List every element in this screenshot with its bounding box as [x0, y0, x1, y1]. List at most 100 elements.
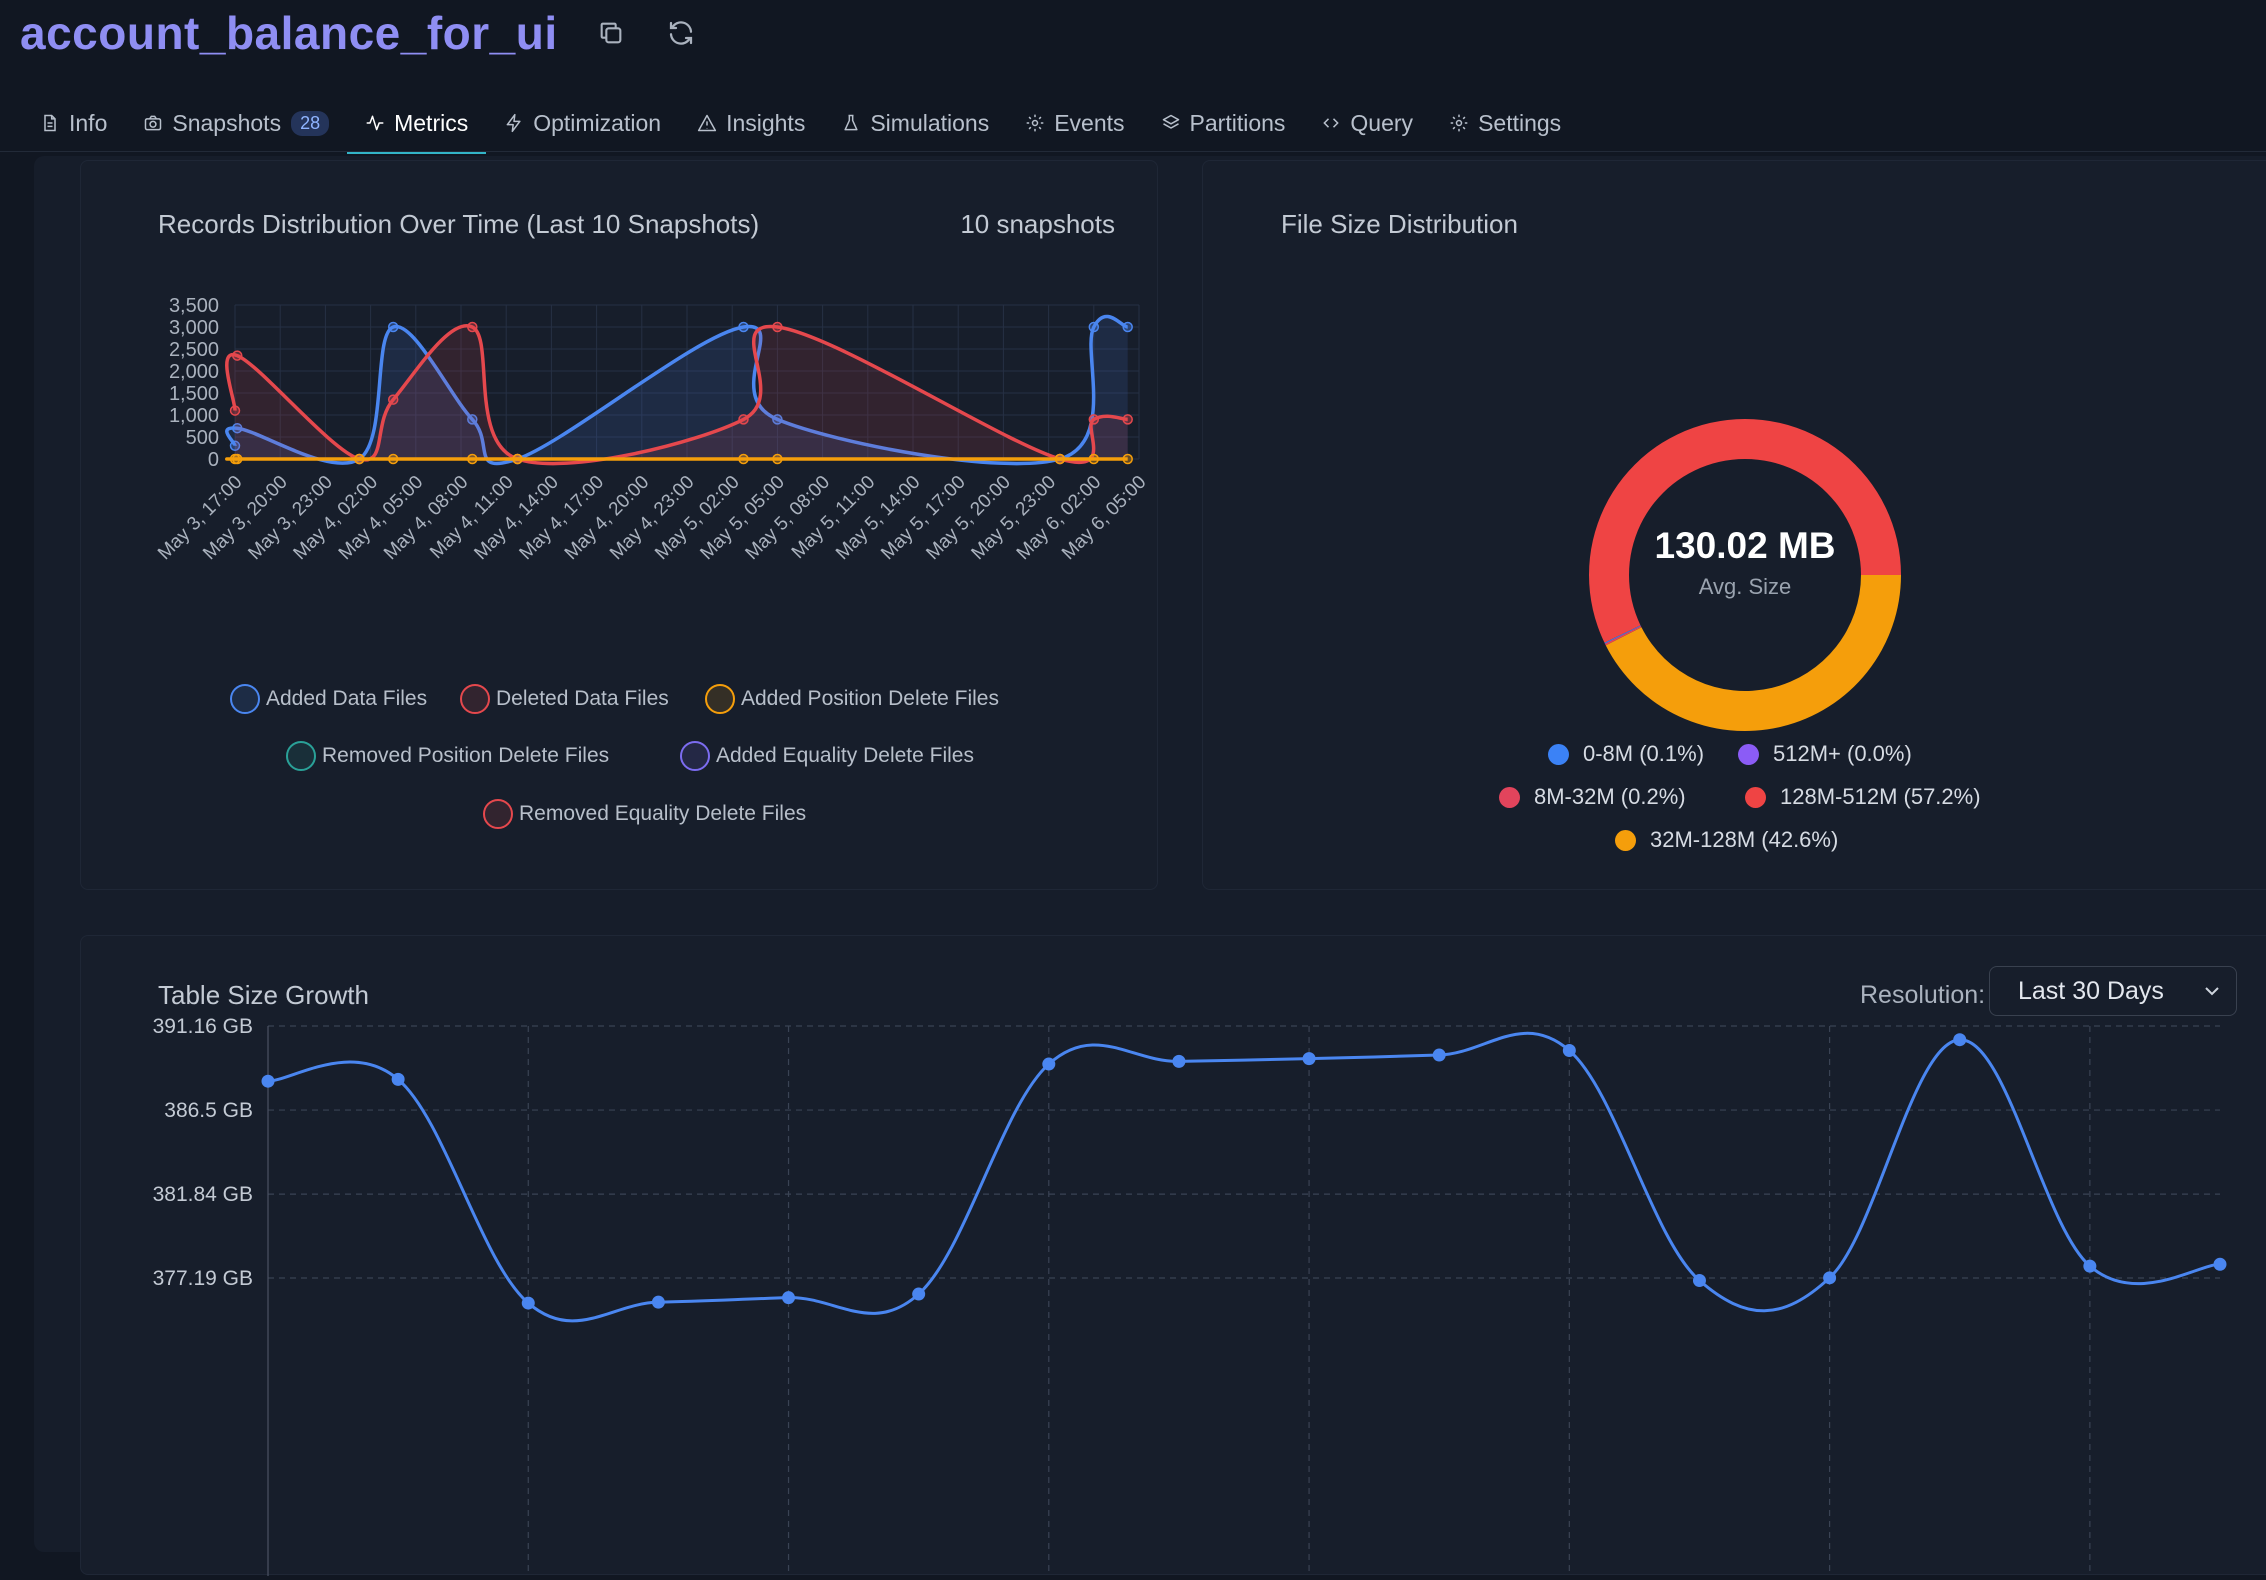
y-tick-label: 2,000 — [169, 361, 219, 383]
legend-swatch — [1499, 786, 1520, 808]
legend-item[interactable]: Added Position Delete Files — [705, 684, 999, 714]
data-point[interactable] — [1302, 1052, 1316, 1066]
y-tick-label: 500 — [186, 427, 219, 449]
y-tick-label: 391.16 GB — [153, 1016, 253, 1038]
data-point[interactable] — [912, 1287, 926, 1301]
data-point[interactable] — [467, 321, 478, 333]
tab-label: Events — [1054, 109, 1125, 136]
data-point[interactable] — [229, 405, 241, 416]
tab-label: Query — [1350, 109, 1414, 136]
tab-optimization[interactable]: Optimization — [486, 94, 679, 152]
file-size-card-title: File Size Distribution — [1281, 209, 1518, 239]
tab-metrics[interactable]: Metrics — [347, 94, 487, 154]
data-point[interactable] — [1122, 453, 1133, 465]
tab-events[interactable]: Events — [1007, 94, 1142, 152]
donut-legend-item[interactable]: 512M+ (0.0%) — [1738, 741, 1912, 767]
legend-swatch — [230, 684, 260, 714]
legend-swatch — [1548, 743, 1569, 765]
tab-settings[interactable]: Settings — [1431, 94, 1579, 152]
data-point[interactable] — [772, 414, 783, 425]
data-point[interactable] — [1953, 1033, 1967, 1047]
tab-bar: Info Snapshots 28 Metrics Optimization Insigh… — [22, 94, 1579, 154]
legend-label: 0-8M (0.1%) — [1583, 741, 1705, 766]
data-point[interactable] — [1054, 453, 1066, 465]
data-point[interactable] — [1042, 1057, 1056, 1071]
refresh-icon[interactable] — [664, 16, 698, 50]
data-point[interactable] — [2083, 1259, 2097, 1273]
growth-chart[interactable]: 377.19 GB 381.84 GB 386.5 GB 391.16 GB — [81, 1016, 2266, 1576]
warning-icon — [697, 114, 717, 132]
data-point[interactable] — [738, 414, 749, 425]
donut-slice[interactable] — [1589, 419, 1901, 643]
data-point[interactable] — [1562, 1044, 1576, 1058]
file-size-donut[interactable] — [1575, 405, 1915, 745]
y-tick-label: 1,000 — [169, 405, 219, 427]
donut-slice[interactable] — [1605, 575, 1901, 731]
data-point[interactable] — [512, 453, 523, 465]
donut-slice[interactable] — [1604, 625, 1642, 646]
data-point[interactable] — [651, 1295, 665, 1309]
data-point[interactable] — [1172, 1054, 1186, 1068]
data-point[interactable] — [2213, 1257, 2227, 1271]
data-point[interactable] — [1823, 1271, 1837, 1285]
donut-legend-item[interactable]: 0-8M (0.1%) — [1548, 741, 1704, 767]
data-point[interactable] — [1122, 321, 1133, 333]
data-point[interactable] — [772, 453, 783, 465]
data-point[interactable] — [738, 321, 749, 333]
tab-info[interactable]: Info — [22, 94, 125, 152]
y-tick-label: 386.5 GB — [164, 1099, 253, 1122]
data-point[interactable] — [738, 453, 749, 465]
donut-slice[interactable] — [1604, 625, 1641, 644]
data-point[interactable] — [387, 394, 399, 405]
records-grid — [234, 304, 1140, 460]
data-point[interactable] — [1088, 453, 1100, 465]
data-point[interactable] — [1088, 321, 1100, 333]
donut-legend-item[interactable]: 128M-512M (57.2%) — [1745, 784, 1981, 810]
tab-label: Snapshots — [172, 109, 282, 136]
legend-swatch — [483, 799, 513, 829]
data-point[interactable] — [261, 1074, 275, 1088]
data-point[interactable] — [772, 321, 783, 333]
growth-line — [267, 1031, 2221, 1323]
data-point[interactable] — [1692, 1274, 1706, 1288]
data-point[interactable] — [229, 440, 241, 452]
data-point[interactable] — [467, 414, 478, 425]
header: account_balance_for_ui — [20, 0, 698, 66]
data-point[interactable] — [1088, 414, 1100, 425]
data-point[interactable] — [387, 453, 399, 465]
data-point[interactable] — [1432, 1048, 1446, 1062]
data-point[interactable] — [782, 1291, 796, 1305]
donut-legend-item[interactable]: 32M-128M (42.6%) — [1615, 827, 1838, 853]
legend-item[interactable]: Removed Position Delete Files — [286, 741, 609, 771]
data-point[interactable] — [232, 422, 243, 434]
data-point[interactable] — [354, 453, 365, 465]
legend-item[interactable]: Added Data Files — [230, 684, 427, 714]
legend-label: Added Data Files — [266, 687, 428, 710]
tab-partitions[interactable]: Partitions — [1143, 94, 1304, 152]
donut-legend-item[interactable]: 8M-32M (0.2%) — [1499, 784, 1686, 810]
resolution-label: Resolution: — [1860, 981, 1986, 1009]
legend-swatch — [460, 684, 490, 714]
legend-item[interactable]: Removed Equality Delete Files — [483, 799, 806, 829]
data-point[interactable] — [387, 321, 399, 333]
legend-item[interactable]: Deleted Data Files — [460, 684, 669, 714]
tab-snapshots[interactable]: Snapshots 28 — [125, 94, 347, 152]
file-size-card: File Size Distribution 130.02 MB Avg. Si… — [1202, 160, 2266, 890]
copy-icon[interactable] — [594, 16, 628, 50]
y-tick-label: 3,000 — [169, 317, 219, 339]
tab-query[interactable]: Query — [1303, 94, 1431, 152]
tab-label: Info — [69, 109, 108, 136]
tab-simulations[interactable]: Simulations — [823, 94, 1007, 152]
data-point[interactable] — [521, 1296, 535, 1310]
legend-label: Removed Equality Delete Files — [519, 802, 807, 825]
legend-item[interactable]: Added Equality Delete Files — [680, 741, 974, 771]
data-point[interactable] — [391, 1072, 405, 1086]
legend-label: 512M+ (0.0%) — [1773, 741, 1912, 766]
data-point[interactable] — [232, 453, 243, 465]
resolution-select[interactable]: Last 30 Days — [1989, 966, 2237, 1016]
data-point[interactable] — [232, 350, 243, 361]
data-point[interactable] — [1122, 414, 1133, 425]
tab-insights[interactable]: Insights — [679, 94, 823, 152]
data-point[interactable] — [467, 453, 478, 465]
